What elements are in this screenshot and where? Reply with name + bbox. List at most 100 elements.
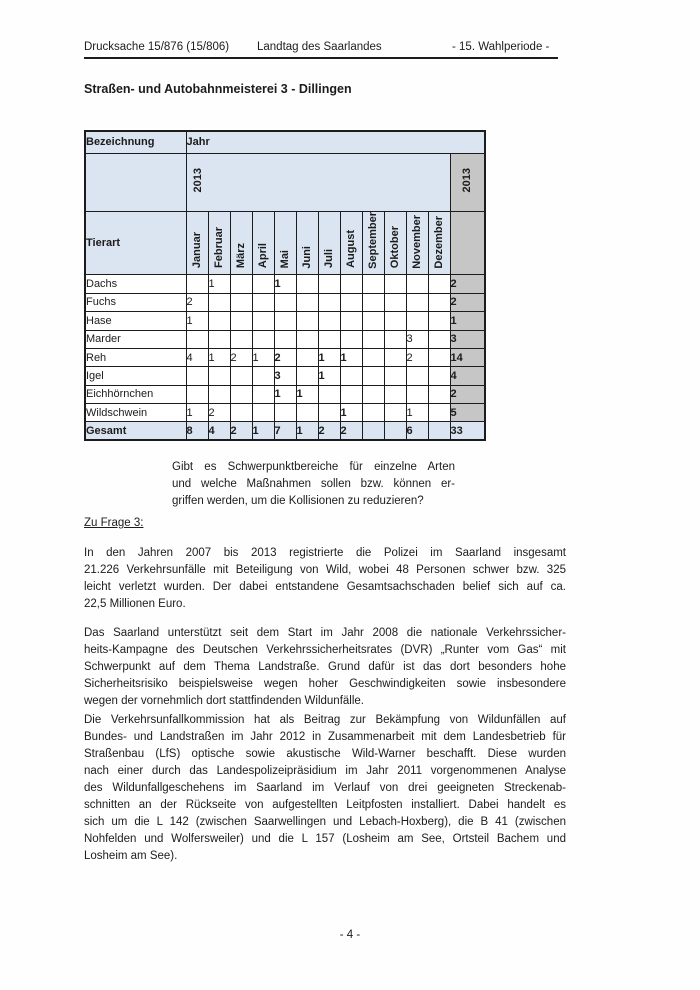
text-line: Nohfelden und Wolfersweiler) und die L 1… (84, 833, 566, 845)
animal-name-cell: Dachs (84, 274, 187, 294)
count-cell: 1 (273, 384, 297, 405)
count-cell (207, 366, 231, 386)
text-line: wegen der vornehmlich dort stattfindende… (84, 695, 364, 707)
document-header: Drucksache 15/876 (15/806) Landtag des S… (84, 41, 558, 59)
month-label: Februar (213, 227, 225, 269)
count-cell (383, 421, 407, 441)
month-label: Mai (279, 250, 291, 269)
count-cell (383, 366, 407, 386)
quoted-question: Gibt es Schwerpunktbereiche für einzelne… (172, 459, 455, 510)
count-cell (383, 274, 407, 294)
animal-name-cell: Eichhörnchen (84, 384, 187, 405)
month-label: April (257, 243, 269, 269)
total-year-2013-label: 2013 (461, 168, 474, 193)
count-cell (295, 403, 319, 423)
month-label: Dezember (433, 215, 445, 269)
count-cell (361, 366, 385, 386)
count-cell (229, 366, 253, 386)
count-cell: 1 (251, 347, 275, 368)
count-cell (427, 329, 451, 349)
count-cell (339, 274, 363, 294)
count-cell (295, 311, 319, 331)
count-cell (251, 384, 275, 405)
count-cell: 4 (185, 347, 209, 368)
month-header: November (405, 210, 429, 276)
text-line: Sicherheitsrisiko beispielsweise wegen h… (84, 678, 566, 690)
count-cell (405, 292, 429, 313)
count-cell (361, 403, 385, 423)
month-label: Oktober (389, 226, 401, 269)
count-cell (273, 403, 297, 423)
count-cell (383, 311, 407, 331)
count-cell (405, 274, 429, 294)
header-landtag: Landtag des Saarlandes (257, 41, 382, 53)
count-cell (251, 366, 275, 386)
count-cell (317, 384, 341, 405)
count-cell (185, 366, 209, 386)
row-total-cell: 2 (449, 274, 486, 294)
text-line: 21.226 Verkehrsunfälle mit Beteiligung v… (84, 564, 566, 576)
header-drucksache: Drucksache 15/876 (15/806) (84, 41, 230, 53)
animal-row: Dachs 1 1 2 (84, 274, 486, 294)
count-cell (251, 274, 275, 294)
text-line: In den Jahren 2007 bis 2013 registrierte… (84, 547, 566, 559)
count-cell (295, 274, 319, 294)
month-label: März (235, 243, 247, 269)
count-cell (339, 311, 363, 331)
month-header: Juli (317, 210, 341, 276)
text-line: Das Saarland unterstützt seit dem Start … (84, 627, 566, 639)
count-cell (361, 347, 385, 368)
month-label: September (367, 211, 379, 269)
count-cell (185, 329, 209, 349)
count-cell (339, 292, 363, 313)
count-cell: 2 (273, 347, 297, 368)
count-cell: 2 (207, 403, 231, 423)
month-header: Januar (185, 210, 209, 276)
text-line: Die Verkehrsunfallkommission hat als Bei… (84, 714, 566, 726)
year-2013-label: 2013 (191, 168, 204, 193)
count-cell: 6 (405, 421, 429, 441)
header-wahlperiode: - 15. Wahlperiode - (452, 41, 550, 53)
count-cell (229, 329, 253, 349)
text-line: Schwerpunkt auf dem Thema Landstraße. Gr… (84, 661, 566, 673)
paragraph-wild-warner: Die Verkehrsunfallkommission hat als Bei… (84, 712, 566, 865)
count-cell: 1 (295, 384, 319, 405)
row-total-cell: 33 (449, 421, 486, 441)
text-line: Bundes- und Landstraßen im Jahr 2012 in … (84, 731, 566, 743)
count-cell (207, 329, 231, 349)
count-cell (251, 403, 275, 423)
count-cell: 2 (229, 421, 253, 441)
paragraph-dvr-campaign: Das Saarland unterstützt seit dem Start … (84, 625, 566, 710)
count-cell (251, 292, 275, 313)
month-header: Mai (273, 210, 297, 276)
empty-total-header-cell (449, 210, 486, 276)
count-cell (405, 384, 429, 405)
animal-row: Fuchs 2 2 (84, 292, 486, 313)
count-cell (427, 403, 451, 423)
count-cell: 2 (185, 292, 209, 313)
paragraph-accidents-statistics: In den Jahren 2007 bis 2013 registrierte… (84, 545, 566, 613)
count-cell (339, 329, 363, 349)
count-cell: 1 (339, 347, 363, 368)
animal-row: Igel 3 1 4 (84, 366, 486, 386)
section-title: Straßen- und Autobahnmeisterei 3 - Dilli… (84, 82, 352, 96)
row-total-cell: 2 (449, 384, 486, 405)
count-cell (295, 347, 319, 368)
count-cell: 1 (207, 347, 231, 368)
animal-name-cell: Gesamt (84, 421, 187, 441)
count-cell (339, 384, 363, 405)
count-cell (185, 274, 209, 294)
tierart-header: Tierart (84, 210, 187, 276)
count-cell (251, 311, 275, 331)
count-cell (361, 421, 385, 441)
count-cell (427, 311, 451, 331)
count-cell (427, 292, 451, 313)
count-cell: 1 (185, 403, 209, 423)
text-line: Gibt es Schwerpunktbereiche für einzelne… (172, 461, 455, 473)
count-cell (273, 311, 297, 331)
count-cell (361, 274, 385, 294)
count-cell (207, 311, 231, 331)
row-total-cell: 5 (449, 403, 486, 423)
count-cell: 3 (273, 366, 297, 386)
